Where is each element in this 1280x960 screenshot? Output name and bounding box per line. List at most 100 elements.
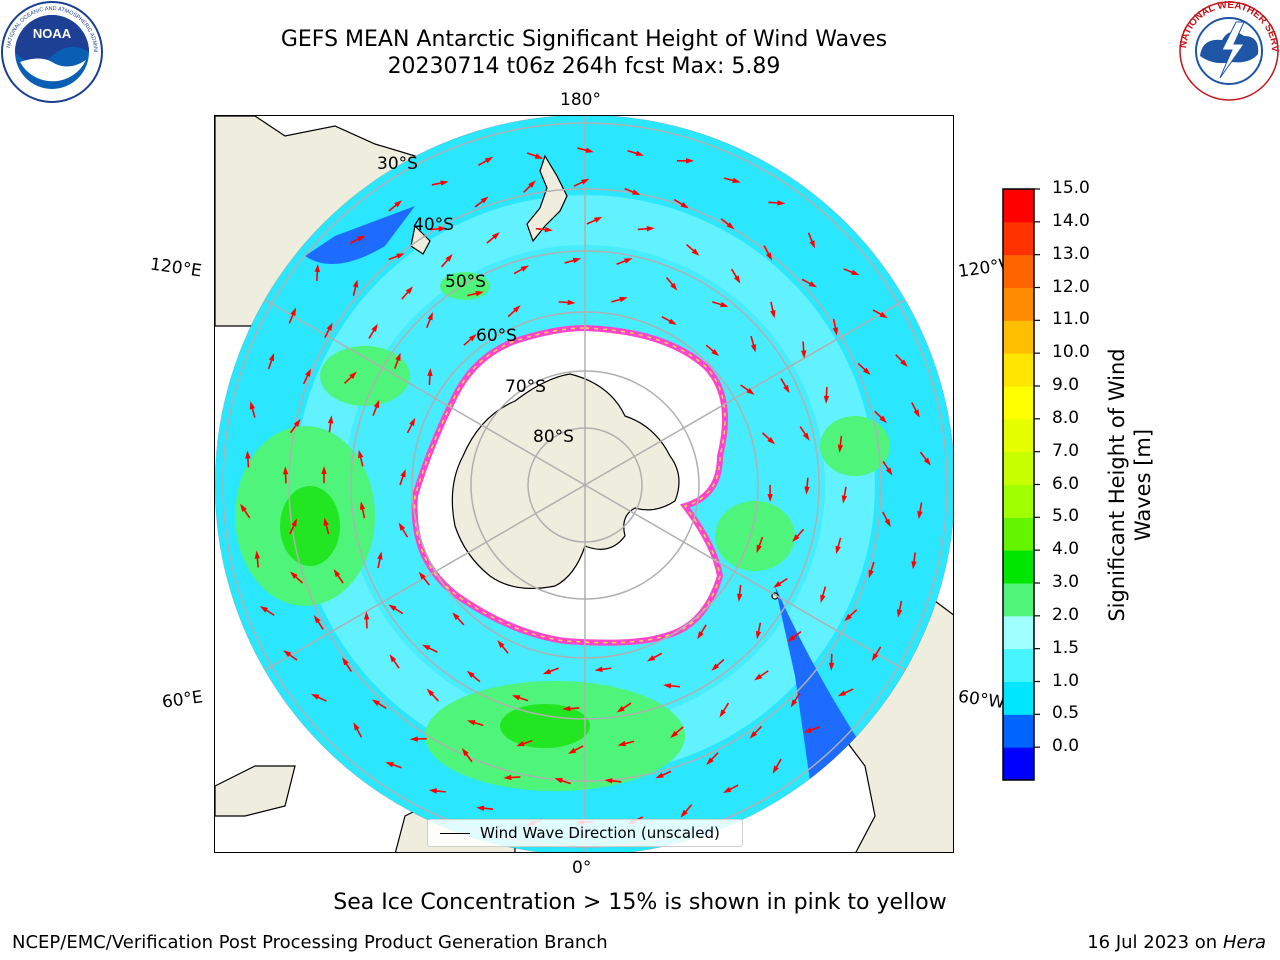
colorbar-tick-label: 11.0 xyxy=(1052,309,1090,330)
wave-arrow-head xyxy=(342,657,349,666)
wave-arrow-head xyxy=(697,631,704,640)
colorbar-tick-label: 15.0 xyxy=(1052,178,1090,198)
wave-arrow-head xyxy=(823,395,830,404)
wave-arrow-head xyxy=(862,367,871,376)
wave-arrow-head xyxy=(418,571,426,580)
wave-arrow-head xyxy=(635,150,644,156)
colorbar-cell xyxy=(1003,681,1034,715)
wave-arrow-head xyxy=(405,286,414,295)
wave-arrow-head xyxy=(323,517,329,527)
colorbar-cell xyxy=(1003,451,1034,485)
wave-arrow-head xyxy=(711,348,720,357)
colorbar-cell xyxy=(1003,353,1034,387)
chart-subtitle: 20230714 t06z 264h fcst Max: 5.89 xyxy=(387,54,781,79)
colorbar-tick-label: 12.0 xyxy=(1052,276,1090,297)
wave-arrow-head xyxy=(790,699,798,708)
wave-arrow-head xyxy=(259,605,269,613)
wave-arrow-head xyxy=(767,494,773,502)
wave-arrow-head xyxy=(773,581,782,588)
wave-arrow-head xyxy=(835,545,841,555)
wave-arrow-head xyxy=(804,486,810,495)
colorbar-cell xyxy=(1003,221,1034,256)
wave-arrow-head xyxy=(809,240,815,249)
wave-arrow-head xyxy=(646,226,655,232)
wave-arrow-head xyxy=(568,747,577,754)
wave-arrow-head xyxy=(554,778,563,784)
wave-arrow-head xyxy=(377,551,383,560)
svg-text:NOAA: NOAA xyxy=(33,26,72,41)
wave-arrow-head xyxy=(668,318,677,325)
wave-arrow-head xyxy=(706,757,714,765)
wave-arrow-head xyxy=(900,359,908,367)
colorbar-tick-label: 2.0 xyxy=(1052,604,1080,625)
lon-label-60w: 60°W xyxy=(956,686,1007,714)
wave-arrow-head xyxy=(349,371,357,380)
wave-arrow-head xyxy=(879,311,888,319)
footer-host: Hera xyxy=(1222,932,1266,953)
wave-arrow-head xyxy=(604,778,613,784)
colorbar-cell xyxy=(1003,254,1034,288)
wave-arrow-head xyxy=(254,550,261,559)
wave-arrow-head xyxy=(313,615,321,624)
wave-arrow-head xyxy=(503,774,512,781)
colorbar-tick-label: 7.0 xyxy=(1052,440,1080,461)
colorbar-title: Significant Height of Wind Waves [m] xyxy=(1105,348,1155,622)
wave-arrow-head xyxy=(528,180,536,188)
wave-arrow-head xyxy=(428,788,438,794)
wave-arrow-head xyxy=(409,736,418,742)
wave-arrow-head xyxy=(290,571,298,579)
wave-arrow-head xyxy=(686,158,694,164)
wave-arrow-head xyxy=(828,662,835,671)
wave-arrow-head xyxy=(911,561,917,570)
wave-arrow-head xyxy=(461,748,469,757)
wave-arrow-head xyxy=(787,635,796,643)
wave-arrow-head xyxy=(440,180,449,186)
wave-arrow-head xyxy=(396,253,405,259)
lat-label-30: 30°S xyxy=(377,154,418,174)
wave-arrow-head xyxy=(359,501,366,510)
noaa-logo: NOAA NATIONAL OCEANIC AND ATMOSPHERIC AD… xyxy=(0,0,103,103)
colorbar-tick-label: 9.0 xyxy=(1052,375,1080,395)
wave-arrow-head xyxy=(542,668,552,675)
wave-arrow-head xyxy=(567,299,576,306)
wave-arrow-head xyxy=(268,352,275,362)
colorbar-cell xyxy=(1003,714,1034,748)
wave-arrow-head xyxy=(352,279,359,288)
footer-date-text: 16 Jul 2023 on xyxy=(1087,932,1223,953)
colorbar-cell xyxy=(1003,484,1034,518)
colorbar-tick-label: 1.0 xyxy=(1052,670,1080,691)
wave-arrow-head xyxy=(310,693,320,700)
footer-branch: NCEP/EMC/Verification Post Processing Pr… xyxy=(12,932,608,953)
wave-arrow-head xyxy=(777,200,786,206)
wave-arrow-head xyxy=(333,569,341,578)
colorbar-cell xyxy=(1003,550,1034,584)
wave-arrow-head xyxy=(427,312,433,321)
wave-arrow-head xyxy=(802,432,810,441)
wave-arrow-head xyxy=(357,235,366,242)
wave-arrow-head xyxy=(585,147,594,153)
colorbar-tick-label: 14.0 xyxy=(1052,210,1090,231)
colorbar-cell xyxy=(1003,287,1034,321)
latitude-labels: 30°S 40°S 50°S 60°S 70°S 80°S xyxy=(377,154,574,447)
wave-arrow-head xyxy=(783,384,790,394)
wave-arrow-head xyxy=(723,786,732,794)
wave-arrow-head xyxy=(452,612,460,621)
wave-arrow-head xyxy=(765,252,773,261)
wave-arrow-head xyxy=(544,226,553,233)
wave-arrow-head xyxy=(290,307,296,316)
chart-title: GEFS MEAN Antarctic Significant Height o… xyxy=(280,27,888,52)
colorbar-tick-label: 6.0 xyxy=(1052,473,1080,494)
wave-arrow-head xyxy=(719,709,726,718)
wave-arrow-head xyxy=(282,466,289,475)
sea-ice-note: Sea Ice Concentration > 15% is shown in … xyxy=(333,890,947,915)
wave-arrow-head xyxy=(851,269,860,276)
wave-arrow-head xyxy=(326,322,333,331)
polar-map-canvas: 30°S 40°S 50°S 60°S 70°S 80°S xyxy=(215,116,953,852)
wave-arrow-head xyxy=(409,417,416,427)
wave-arrow-head xyxy=(534,153,544,159)
colorbar-cell xyxy=(1003,320,1034,354)
wave-arrow-head xyxy=(711,663,720,671)
colorbar-tick-label: 5.0 xyxy=(1052,506,1080,527)
colorbar-cell xyxy=(1003,386,1034,420)
wave-arrow-head xyxy=(670,282,678,291)
